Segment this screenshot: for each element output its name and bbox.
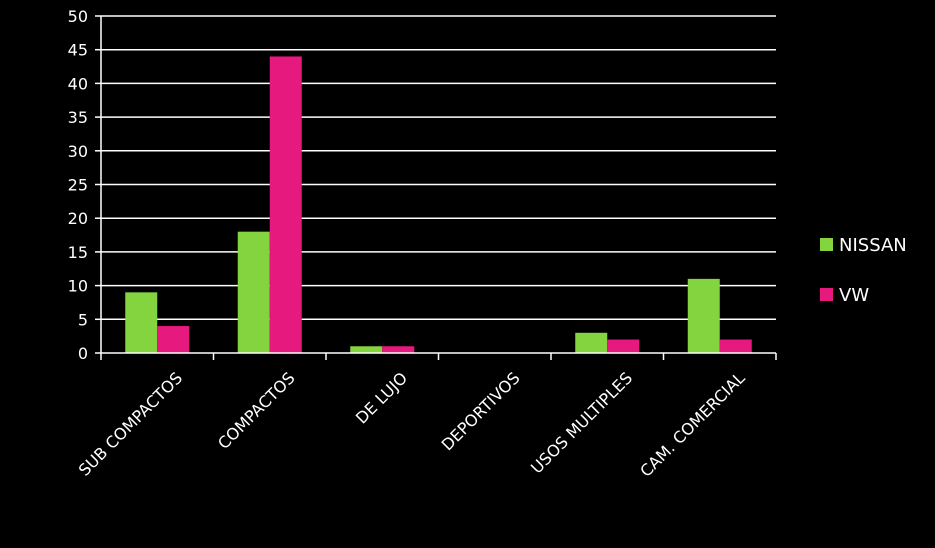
- y-tick-labels: 0 5 10 15 20 25 30 35 40 45 50: [68, 7, 88, 363]
- bar-vw-1: [269, 56, 302, 353]
- x-tick-label: DE LUJO: [352, 368, 411, 427]
- bar-nissan-0: [125, 292, 158, 353]
- x-tick-label: COMPACTOS: [214, 368, 299, 453]
- bar-vw-5: [719, 339, 752, 353]
- x-tick-label: USOS MULTIPLES: [527, 368, 636, 477]
- bar-vw-0: [157, 326, 190, 353]
- y-tick-label: 0: [78, 344, 88, 363]
- bar-nissan-2: [350, 346, 383, 353]
- y-tick-label: 30: [68, 142, 88, 161]
- x-tick-label: SUB COMPACTOS: [75, 368, 186, 479]
- y-tick-label: 20: [68, 209, 88, 228]
- legend-label-nissan: NISSAN: [839, 235, 907, 256]
- bars: [125, 56, 752, 353]
- y-tick-label: 40: [68, 74, 88, 93]
- bar-vw-2: [382, 346, 415, 353]
- legend-swatch-vw: [820, 288, 833, 301]
- y-tick-label: 25: [68, 176, 88, 195]
- bar-nissan-4: [575, 332, 608, 353]
- y-tick-label: 15: [68, 243, 88, 262]
- legend-swatch-nissan: [820, 238, 833, 251]
- x-tick-labels: SUB COMPACTOS COMPACTOS DE LUJO DEPORTIVOS U…: [75, 368, 749, 480]
- legend: NISSAN VW: [820, 235, 907, 306]
- y-tick-label: 50: [68, 7, 88, 26]
- bar-nissan-5: [687, 278, 720, 353]
- bar-vw-4: [607, 339, 640, 353]
- bar-nissan-1: [237, 231, 270, 353]
- y-tick-label: 35: [68, 108, 88, 127]
- gridlines: [101, 15, 776, 321]
- axes: [95, 15, 777, 360]
- x-tick-label: CAM. COMERCIAL: [636, 368, 748, 480]
- y-tick-label: 10: [68, 277, 88, 296]
- y-tick-label: 45: [68, 41, 88, 60]
- legend-label-vw: VW: [839, 285, 869, 306]
- x-tick-label: DEPORTIVOS: [438, 368, 524, 454]
- y-tick-label: 5: [78, 310, 88, 329]
